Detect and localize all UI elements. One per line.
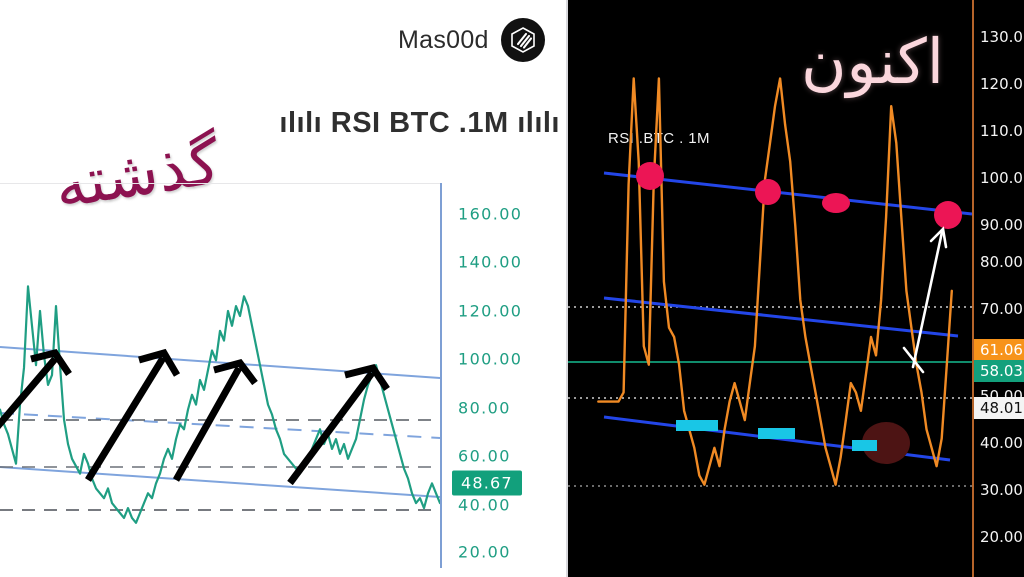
now-value-badge-teal: 58.03 <box>974 360 1024 382</box>
now-axis-tick-2: 110.00 <box>980 122 1024 140</box>
past-axis-tick-3: 100.00 <box>458 349 523 369</box>
now-axis-tick-9: 30.00 <box>980 481 1023 499</box>
panel-divider <box>566 0 568 577</box>
past-axis-tick-7: 20.00 <box>458 542 511 562</box>
chart-caption-title: ılılı RSI BTC .1M ılılı <box>279 107 560 139</box>
peak-dot-1 <box>636 162 664 190</box>
projection-arrow-tail <box>902 346 925 374</box>
past-chart-panel: Mas00d ılılı RSI BTC .1M ılılı گذشته <box>0 18 568 577</box>
projection-arrow-group <box>902 226 948 374</box>
now-axis-tick-0: 130.00 <box>980 28 1024 46</box>
highlight-shadow-ellipse <box>862 422 910 464</box>
past-rsi-plot <box>0 285 440 524</box>
peak-dot-2 <box>755 179 781 205</box>
now-chart-title: RSI .BTC . 1M <box>608 130 710 147</box>
peak-dot-4 <box>934 201 962 229</box>
left-panel-top-divider <box>0 183 440 184</box>
now-price-axis[interactable]: 130.00 120.00 110.00 100.00 90.00 80.00 70.00 5… <box>974 0 1024 577</box>
now-axis-tick-8: 40.00 <box>980 434 1023 452</box>
projection-arrow-head <box>929 226 948 249</box>
watermark-username: Mas00d <box>398 25 489 54</box>
past-axis-line <box>440 183 442 568</box>
peak-dot-group <box>636 162 962 229</box>
now-axis-tick-3: 100.00 <box>980 169 1024 187</box>
trendline-upper <box>603 171 972 216</box>
channel-lower-line <box>0 466 440 498</box>
up-arrow-1 <box>0 349 72 430</box>
channel-mid-dashed-line <box>0 412 440 439</box>
now-axis-tick-5: 80.00 <box>980 253 1023 271</box>
hexagon-layers-logo-icon <box>500 18 545 62</box>
now-axis-tick-4: 90.00 <box>980 216 1023 234</box>
now-value-badge-white: 48.01 <box>974 397 1024 419</box>
trough-box-2 <box>758 428 795 439</box>
trough-box-1 <box>676 420 718 431</box>
past-axis-tick-1: 140.00 <box>458 252 523 272</box>
now-axis-tick-1: 120.00 <box>980 75 1024 93</box>
past-axis-tick-2: 120.00 <box>458 301 523 321</box>
peak-dot-3 <box>822 193 850 213</box>
past-price-axis[interactable]: 160.00 140.00 120.00 100.00 80.00 60.00 40.00 2… <box>450 183 568 577</box>
past-axis-tick-0: 160.00 <box>458 204 523 224</box>
trough-box-group <box>676 420 877 451</box>
now-axis-tick-10: 20.00 <box>980 528 1023 546</box>
now-annotation-label: اکنون <box>800 28 944 97</box>
past-current-value-badge: 48.67 <box>452 470 522 496</box>
watermark: Mas00d <box>398 18 545 62</box>
now-rsi-line <box>597 77 953 486</box>
past-axis-tick-4: 80.00 <box>458 398 511 418</box>
up-arrow-3 <box>172 359 258 482</box>
now-axis-line <box>972 0 974 577</box>
now-rsi-plot <box>568 77 972 487</box>
projection-arrow-shaft <box>911 230 944 369</box>
up-arrow-4 <box>287 364 390 486</box>
now-chart-panel: اکنون RSI .BTC . 1M <box>568 0 1024 577</box>
up-arrow-2 <box>85 348 181 482</box>
trough-box-3 <box>852 440 877 451</box>
past-rsi-line <box>0 285 440 524</box>
past-arrow-group <box>0 348 390 486</box>
trendline-middle <box>603 296 959 338</box>
now-axis-tick-6: 70.00 <box>980 300 1023 318</box>
now-value-badge-orange: 61.06 <box>974 339 1024 361</box>
past-axis-tick-5: 60.00 <box>458 446 511 466</box>
past-axis-tick-6: 40.00 <box>458 495 511 515</box>
